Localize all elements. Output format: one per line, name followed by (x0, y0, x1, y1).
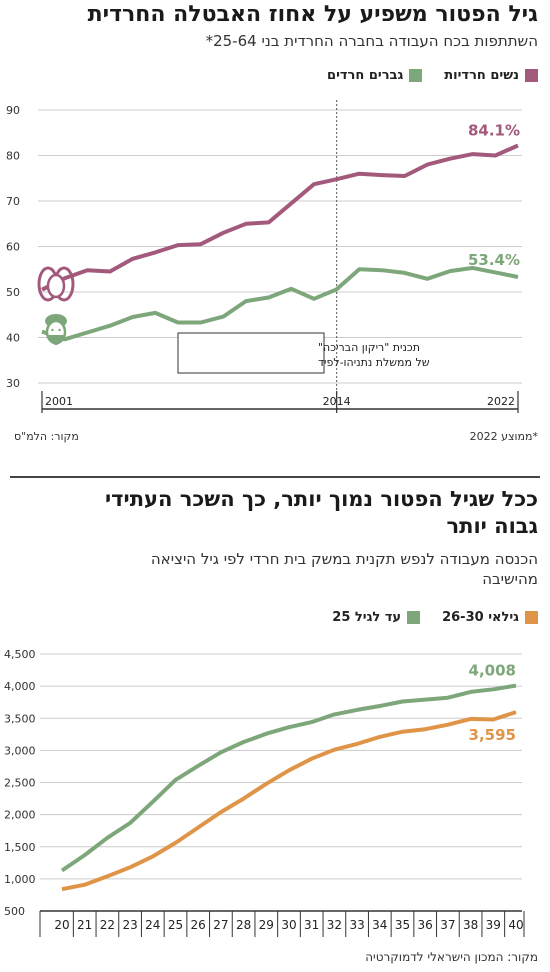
legend-item-women: נשים חרדיות (444, 68, 538, 83)
x-tick-label: 2001 (45, 395, 73, 408)
x-tick-label: 29 (259, 918, 274, 932)
chart2-subtitle-line2: מהישיבה (482, 570, 538, 588)
y-tick-label: 2,500 (4, 777, 36, 790)
y-tick-label: 30 (6, 377, 20, 390)
chart1-svg: 30 40 50 60 70 80 90 2001 2014 2022 תכנית "ריקון… (6, 100, 522, 413)
y-tick-label: 2,000 (4, 809, 36, 822)
x-tick-label: 2022 (487, 395, 515, 408)
x-tick-label: 22 (100, 918, 115, 932)
x-tick-label: 20 (54, 918, 69, 932)
x-tick-label: 40 (508, 918, 523, 932)
x-tick-label: 23 (122, 918, 137, 932)
chart2-source: מקור: המכון הישראלי לדמוקרטיה (365, 950, 538, 964)
y-tick-label: 60 (6, 241, 20, 254)
x-tick-label: 28 (236, 918, 251, 932)
end-label-women: 84.1% (468, 121, 520, 139)
x-tick-label: 27 (213, 918, 228, 932)
legend-label-age-25: עד לגיל 25 (332, 610, 402, 625)
x-tick-label: 24 (145, 918, 160, 932)
chart1-subtitle: השתתפות בכח העבודה בחברה החרדית בני 25-6… (205, 32, 538, 50)
legend-swatch-women (525, 69, 538, 82)
chart2-title-line1: ככל שגיל הפטור נמוך יותר, כך השכר העתידי (104, 487, 538, 511)
y-tick-label: 90 (6, 104, 20, 117)
legend-swatch-age-25 (407, 611, 421, 624)
y-tick-label: 4,000 (4, 680, 36, 693)
section-divider (10, 476, 540, 478)
x-tick-label: 39 (486, 918, 501, 932)
end-label-age-26-30: 3,595 (469, 726, 516, 744)
y-tick-label: 70 (6, 195, 20, 208)
chart1-title: גיל הפטור משפיע על אחוז האבטלה החרדית (87, 2, 538, 27)
legend-item-age-26-30: גילאי 26-30 (442, 610, 538, 625)
x-tick-label: 34 (372, 918, 387, 932)
y-tick-label: 50 (6, 286, 20, 299)
series-line-age-25 (60, 683, 517, 873)
x-tick-label: 37 (440, 918, 455, 932)
y-tick-label: 3,500 (4, 712, 36, 725)
end-label-men: 53.4% (468, 251, 520, 269)
legend-item-age-25: עד לגיל 25 (332, 610, 421, 625)
x-tick-label: 21 (77, 918, 92, 932)
y-tick-label: 80 (6, 150, 20, 163)
y-tick-label: 1,500 (4, 841, 36, 854)
legend-swatch-men (409, 69, 423, 82)
end-label-age-25: 4,008 (469, 662, 516, 680)
chart1-footnote: *ממוצע 2022 (469, 430, 538, 443)
y-tick-label: 40 (6, 332, 20, 345)
legend-label-women: נשים חרדיות (444, 68, 519, 83)
x-tick-label: 30 (281, 918, 296, 932)
x-tick-label: 2014 (323, 395, 351, 408)
y-tick-label: 4,500 (4, 648, 36, 661)
x-tick-label: 32 (327, 918, 342, 932)
woman-face-icon (37, 266, 75, 302)
series-line-women (41, 143, 519, 292)
chart2-svg: 500 1,000 1,500 2,000 2,500 3,000 3,500 4,000 4,… (4, 648, 525, 937)
legend-label-men: גברים חרדים (327, 68, 404, 83)
chart1-source: מקור: הלמ"ס (14, 430, 79, 443)
x-tick-label: 33 (349, 918, 364, 932)
x-tick-label: 26 (191, 918, 206, 932)
annotation-box: תכנית "ריקון הבריכה" של ממשלת נתניהו-לפי… (177, 332, 430, 374)
y-tick-label: 3,000 (4, 744, 36, 757)
x-tick-label: 31 (304, 918, 319, 932)
x-tick-label: 38 (463, 918, 478, 932)
annotation-line-2: של ממשלת נתניהו-לפיד (318, 356, 430, 369)
chart2-title-line2: גבוה יותר (446, 514, 538, 538)
x-tick-label: 35 (395, 918, 410, 932)
chart2-legend: גילאי 26-30 עד לגיל 25 (332, 610, 538, 625)
annotation-line-1: תכנית "ריקון הבריכה" (318, 341, 420, 354)
series-line-men (41, 265, 519, 342)
legend-label-age-26-30: גילאי 26-30 (442, 610, 519, 625)
y-tick-label: 1,000 (4, 873, 36, 886)
x-tick-label: 25 (168, 918, 183, 932)
legend-item-men: גברים חרדים (327, 68, 423, 83)
series-line-age-26-30 (61, 710, 517, 892)
y-tick-label: 500 (4, 905, 25, 918)
legend-swatch-age-26-30 (525, 611, 538, 624)
chart2-subtitle-line1: הכנסה מעבודה לנפש תקנית במשק בית חרדי לפ… (150, 550, 538, 568)
chart1-legend: נשים חרדיות גברים חרדים (327, 68, 538, 83)
x-tick-label: 36 (418, 918, 433, 932)
man-face-icon (45, 314, 67, 345)
